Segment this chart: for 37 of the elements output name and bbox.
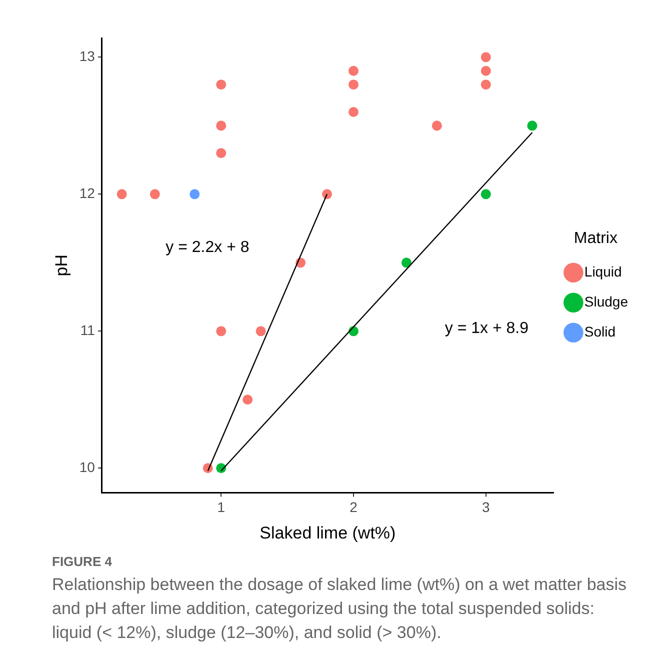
- point: [216, 120, 226, 131]
- x-tick-label: 2: [350, 499, 358, 516]
- point: [480, 80, 491, 90]
- point: [480, 66, 491, 76]
- x-tick-label: 1: [217, 499, 226, 516]
- point: [401, 258, 412, 268]
- y-tick-label: 13: [79, 48, 96, 64]
- point: [150, 189, 160, 200]
- caption: FIGURE 4: [52, 554, 113, 569]
- x-tick-label: 3: [482, 499, 490, 516]
- point: [216, 80, 226, 90]
- y-tick-label: 12: [79, 185, 96, 202]
- point: [216, 326, 226, 336]
- y-tick-label: 11: [80, 322, 96, 338]
- point: [527, 120, 538, 131]
- legend-label: Liquid: [584, 263, 622, 280]
- legend-title: Matrix: [574, 230, 618, 247]
- point: [480, 52, 491, 62]
- point: [216, 148, 226, 158]
- point: [432, 120, 442, 131]
- text: Relationship between the dosage of slaked lime (wt%) on a wet matter basis and pH after lime addition, categorized using the total suspended solids: liquid (< 12%), sludge (12–30%), and solid (> 30%).: [52, 574, 628, 644]
- point: [190, 189, 200, 200]
- point: [348, 106, 359, 117]
- point: [348, 66, 359, 76]
- legend-label: Solid: [584, 323, 616, 340]
- y-axis-title: pH: [52, 254, 71, 276]
- annotation: y = 2.2x + 8: [166, 238, 250, 256]
- annotation: y = 1x + 8.9: [444, 320, 529, 338]
- point: [242, 394, 253, 405]
- point: [322, 189, 332, 200]
- point: [116, 189, 127, 200]
- legend-label: Sludge: [584, 293, 628, 310]
- x-axis-title: Slaked lime (wt%): [260, 523, 396, 542]
- point: [256, 326, 266, 336]
- point: [480, 189, 491, 200]
- point: [348, 80, 359, 90]
- y-tick-label: 10: [79, 459, 96, 475]
